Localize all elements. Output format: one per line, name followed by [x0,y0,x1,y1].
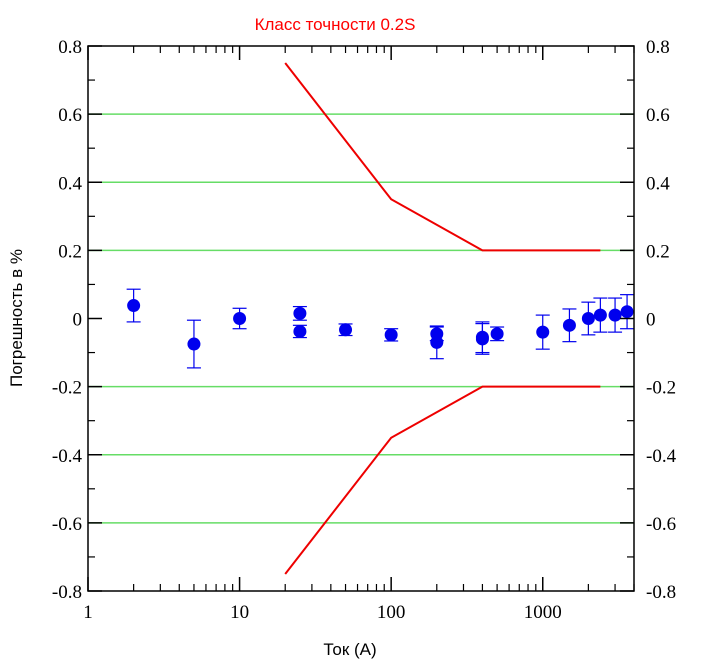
data-point [490,326,505,342]
data-point [535,314,550,350]
y-tick-label-right: 0.8 [646,37,670,58]
x-tick-label: 1000 [524,602,562,623]
y-tick-label-left: 0 [73,310,83,331]
point-marker [339,323,353,337]
y-tick-label-right: -0.8 [646,582,676,603]
y-tick-label-left: 0.2 [58,241,82,262]
point-marker [536,325,550,339]
limit-lines [284,62,601,575]
data-point [292,324,307,339]
grid [88,113,634,524]
point-marker [620,305,634,319]
data-point [562,308,577,343]
data-point [581,301,596,336]
y-tick-label-right: -0.2 [646,378,676,399]
x-tick-label: 1 [83,602,93,623]
y-tick-label-right: -0.6 [646,514,676,535]
point-marker [490,327,504,341]
y-tick-label-right: 0 [646,310,656,331]
y-tick-label-right: 0.4 [646,173,670,194]
axis-ticks: -0.8 -0.8 -0.6 -0.6 -0.4 -0.4 -0.2 -0.2 0 0 0.2 0.2… [52,37,677,623]
point-marker [430,335,444,349]
point-marker [384,328,398,342]
data-point [186,319,201,369]
point-marker [127,299,141,313]
data-points [126,288,635,369]
chart-title: Класс точности 0.2S [255,15,416,34]
y-tick-label-right: -0.4 [646,446,677,467]
data-point [126,288,141,323]
lower-limit-line [284,385,601,575]
data-point [338,323,353,337]
point-marker [608,308,622,322]
data-point [292,305,307,321]
y-tick-label-left: -0.4 [52,446,83,467]
upper-limit-line [284,62,601,252]
y-tick-label-left: -0.8 [52,582,82,603]
x-tick-label: 100 [377,602,406,623]
y-tick-label-left: -0.2 [52,378,82,399]
point-marker [475,332,489,346]
point-marker [593,308,607,322]
plot-frame [87,45,635,592]
x-tick-label: 10 [230,602,249,623]
y-tick-label-right: 0.6 [646,105,670,126]
y-tick-label-left: -0.6 [52,514,82,535]
point-marker [293,306,307,320]
point-marker [233,312,247,325]
point-marker [562,318,576,332]
point-marker [187,337,201,351]
y-tick-label-left: 0.4 [58,173,82,194]
data-point [620,294,635,330]
y-tick-label-right: 0.2 [646,241,670,262]
data-point [429,325,444,360]
y-axis-label: Погрешность в % [7,249,26,387]
data-point [232,307,247,330]
data-point [384,328,399,342]
point-marker [293,324,307,338]
data-point [475,323,490,355]
data-point [593,297,608,333]
data-point [608,297,623,333]
point-marker [581,312,595,325]
x-axis-label: Ток (А) [323,640,376,659]
y-tick-label-left: 0.6 [58,105,82,126]
y-tick-label-left: 0.8 [58,37,82,58]
